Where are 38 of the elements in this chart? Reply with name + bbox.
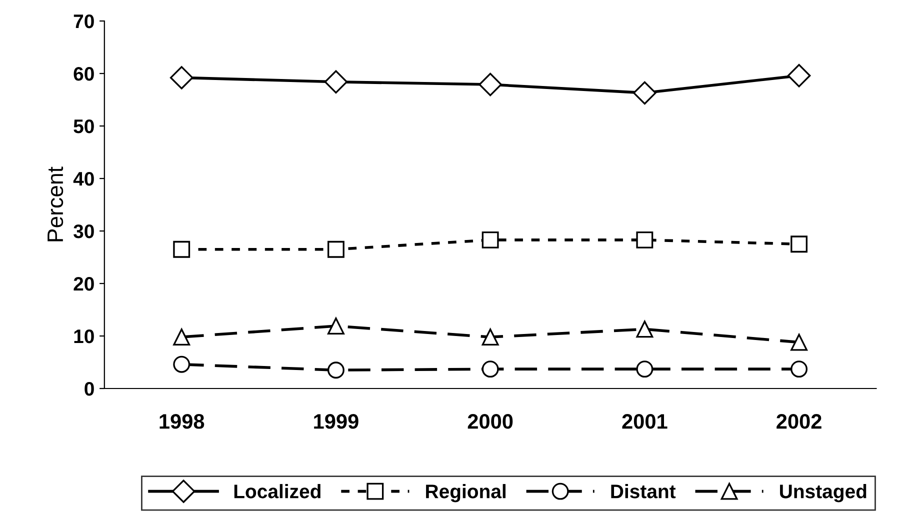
point bbox=[482, 360, 499, 378]
point bbox=[173, 356, 190, 373]
legend-label: Unstaged bbox=[780, 484, 866, 502]
point bbox=[790, 236, 808, 253]
x-tick-label: 2001 bbox=[622, 414, 668, 429]
point bbox=[173, 240, 190, 258]
point bbox=[327, 240, 344, 258]
y-tick-label: 20 bbox=[74, 276, 94, 291]
y-tick-label: 10 bbox=[74, 329, 94, 344]
y-tick-label: 60 bbox=[74, 66, 94, 81]
point bbox=[787, 64, 811, 88]
legend-label: Regional bbox=[426, 484, 506, 502]
x-tick-label: 2002 bbox=[776, 414, 822, 429]
y-tick-label: 30 bbox=[74, 224, 94, 238]
point bbox=[324, 70, 348, 94]
point bbox=[478, 72, 502, 96]
y-tick-label: 70 bbox=[74, 14, 94, 28]
point bbox=[636, 360, 654, 378]
point bbox=[482, 231, 499, 248]
point bbox=[482, 328, 499, 346]
point bbox=[636, 320, 654, 338]
point bbox=[790, 360, 808, 378]
y-tick-label: 50 bbox=[74, 119, 94, 134]
y-axis-title: Percent bbox=[48, 166, 64, 242]
point bbox=[790, 334, 808, 351]
legend-label: Distant bbox=[611, 484, 676, 498]
point bbox=[327, 362, 344, 379]
y-tick-label: 40 bbox=[73, 172, 94, 186]
x-tick-label: 1998 bbox=[160, 414, 204, 429]
point bbox=[636, 231, 654, 248]
point bbox=[327, 318, 344, 334]
y-tick-label: 0 bbox=[84, 382, 94, 396]
x-tick-label: 1999 bbox=[314, 414, 358, 429]
point bbox=[173, 328, 190, 346]
point bbox=[633, 81, 656, 105]
point bbox=[170, 66, 194, 90]
legend-label: Localized bbox=[234, 484, 320, 498]
x-tick-label: 2000 bbox=[468, 414, 513, 429]
